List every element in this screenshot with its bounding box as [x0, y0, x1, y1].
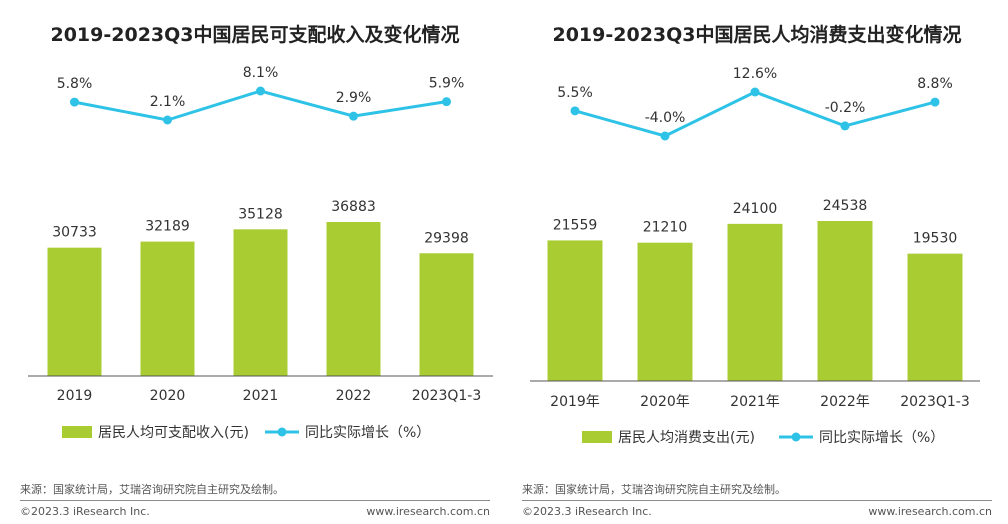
- growth-point: [163, 115, 172, 125]
- chart-panel-consumption: 2019-2023Q3中国居民人均消费支出变化情况 21559 21210 2410…: [522, 0, 1002, 524]
- bar-2019年: [547, 240, 603, 381]
- bar-value-label: 19530: [913, 231, 958, 247]
- bar-2021: [233, 229, 288, 376]
- bar-2022年: [817, 221, 873, 381]
- chart-plot: 30733 32189 35128 36883 29398 2019 2020 2021 202…: [28, 65, 493, 441]
- bar-value-label: 21210: [643, 220, 688, 236]
- bar-value-label: 29398: [424, 230, 469, 246]
- chart-plot: 21559 21210 24100 24538 19530 2019年 2020年 2021年…: [530, 66, 980, 446]
- growth-point: [750, 87, 760, 97]
- growth-value-label: -0.2%: [825, 100, 866, 116]
- chart-title: 2019-2023Q3中国居民人均消费支出变化情况: [552, 24, 962, 46]
- legend-swatch-marker: [791, 432, 801, 442]
- legend-swatch-bar: [62, 426, 92, 438]
- source-note: 来源：国家统计局，艾瑞咨询研究院自主研究及绘制。: [522, 483, 786, 496]
- growth-value-label: 8.8%: [917, 76, 953, 92]
- chart-panel-income: 2019-2023Q3中国居民可支配收入及变化情况 30733 32189 3512…: [20, 0, 500, 524]
- growth-value-label: 5.5%: [557, 85, 593, 101]
- growth-value-label: 12.6%: [733, 66, 777, 82]
- growth-value-label: 2.1%: [150, 94, 186, 110]
- copyright: ©2023.3 iResearch Inc.: [20, 505, 150, 518]
- growth-line: [574, 90, 936, 138]
- x-tick-label: 2022: [336, 388, 372, 404]
- legend-swatch-bar: [582, 431, 612, 443]
- x-tick-label: 2020: [150, 388, 186, 404]
- bar-value-label: 36883: [331, 199, 376, 215]
- bar-value-label: 35128: [238, 206, 283, 222]
- bar-2020: [140, 241, 195, 376]
- source-note: 来源：国家统计局，艾瑞咨询研究院自主研究及绘制。: [20, 483, 284, 496]
- growth-point: [256, 86, 265, 96]
- growth-point: [660, 131, 670, 141]
- growth-value-label: 8.1%: [243, 65, 279, 81]
- growth-point: [442, 97, 451, 107]
- bar-2021年: [727, 223, 783, 381]
- growth-point: [70, 97, 79, 107]
- bar-value-label: 24538: [823, 198, 868, 214]
- growth-point: [930, 97, 940, 107]
- x-tick-label: 2023Q1-3: [412, 388, 482, 404]
- bar-2023Q1-3: [907, 253, 963, 381]
- growth-value-label: 2.9%: [336, 90, 372, 106]
- bar-value-label: 30733: [52, 225, 97, 241]
- growth-point: [570, 106, 580, 116]
- bar-2022: [326, 222, 381, 376]
- x-tick-label: 2019年: [550, 394, 600, 410]
- legend-label-line: 同比实际增长（%）: [819, 430, 944, 446]
- website-link[interactable]: www.iresearch.com.cn: [366, 505, 490, 518]
- x-tick-label: 2022年: [820, 394, 870, 410]
- bar-2019: [47, 247, 102, 376]
- legend-label-bar: 居民人均可支配收入(元): [98, 425, 249, 441]
- growth-point: [840, 121, 850, 131]
- growth-value-label: 5.8%: [57, 76, 93, 92]
- legend-swatch-marker: [277, 427, 287, 437]
- bar-value-label: 21559: [553, 217, 598, 233]
- footer-divider: [522, 500, 992, 501]
- x-tick-label: 2023Q1-3: [900, 394, 970, 410]
- x-tick-label: 2021年: [730, 394, 780, 410]
- x-tick-label: 2019: [57, 388, 93, 404]
- x-tick-label: 2020年: [640, 394, 690, 410]
- footer-divider: [20, 500, 490, 501]
- growth-point: [349, 111, 358, 121]
- chart-title: 2019-2023Q3中国居民可支配收入及变化情况: [50, 24, 460, 46]
- bar-value-label: 32189: [145, 219, 190, 235]
- growth-value-label: 5.9%: [429, 76, 465, 92]
- bar-value-label: 24100: [733, 201, 778, 217]
- website-link[interactable]: www.iresearch.com.cn: [868, 505, 992, 518]
- legend-label-line: 同比实际增长（%）: [305, 425, 430, 441]
- bar-2023Q1-3: [419, 253, 474, 376]
- x-tick-label: 2021: [243, 388, 279, 404]
- growth-value-label: -4.0%: [645, 110, 686, 126]
- copyright: ©2023.3 iResearch Inc.: [522, 505, 652, 518]
- legend-label-bar: 居民人均消费支出(元): [618, 430, 755, 446]
- bar-2020年: [637, 242, 693, 381]
